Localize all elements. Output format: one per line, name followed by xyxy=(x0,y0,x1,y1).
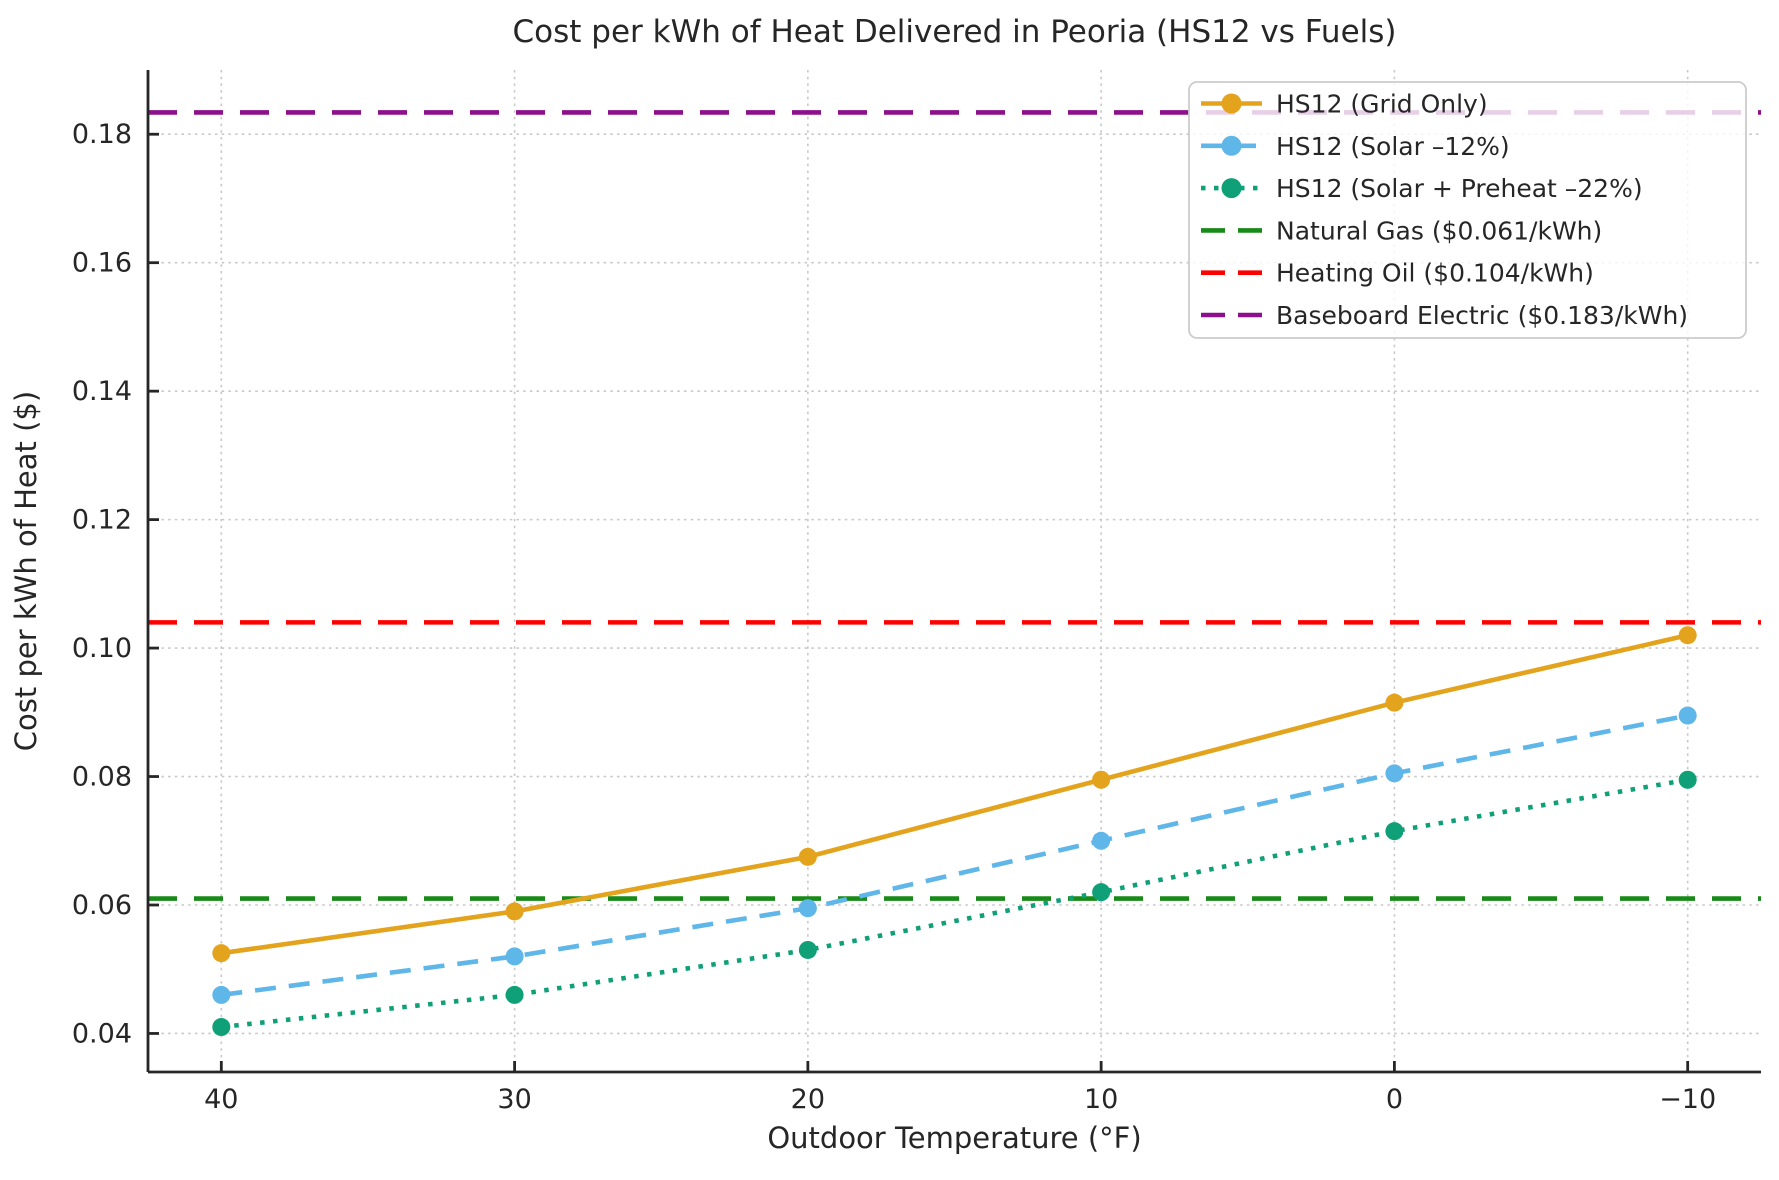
series-markers-hs12-solar-preheat-22 xyxy=(212,770,1697,1037)
x-tick-label: 0 xyxy=(1386,1084,1403,1115)
data-point-marker xyxy=(1678,626,1697,645)
series-line-hs12-grid-only xyxy=(220,632,1689,956)
data-point-marker xyxy=(1385,764,1404,783)
data-point-marker xyxy=(505,902,524,921)
y-tick-label: 0.04 xyxy=(72,1018,132,1049)
axis-ticks xyxy=(148,132,1690,1072)
series-line-hs12-solar-preheat-22 xyxy=(221,777,1689,1030)
x-tick-label: 30 xyxy=(497,1084,531,1115)
data-point-marker xyxy=(1092,831,1111,850)
data-point-marker xyxy=(212,1018,231,1037)
data-point-marker xyxy=(1678,706,1697,725)
y-tick-label: 0.12 xyxy=(72,505,132,536)
data-point-marker xyxy=(212,944,231,963)
data-point-marker xyxy=(1092,883,1111,902)
data-point-marker xyxy=(212,985,231,1004)
y-tick-label: 0.08 xyxy=(72,762,132,793)
x-tick-label: 20 xyxy=(791,1084,825,1115)
legend-label: HS12 (Solar –12%) xyxy=(1276,132,1510,161)
x-axis-label: Outdoor Temperature (°F) xyxy=(767,1121,1141,1155)
y-tick-label: 0.14 xyxy=(72,376,132,407)
y-tick-label: 0.18 xyxy=(72,119,132,150)
legend: HS12 (Grid Only) HS12 (Solar –12%) HS12 (S… xyxy=(1188,81,1747,339)
gridlines xyxy=(148,70,1761,1072)
x-tick-label: 40 xyxy=(204,1084,238,1115)
legend-label: Natural Gas ($0.061/kWh) xyxy=(1276,216,1602,245)
tick-labels: 40 30 20 10 0 −10 0.04 0.06 0.08 0.10 0.12 0.14 0.16… xyxy=(72,119,1716,1115)
legend-marker xyxy=(1221,135,1242,156)
x-tick-label: −10 xyxy=(1659,1084,1716,1115)
data-point-marker xyxy=(798,847,817,866)
data-point-marker xyxy=(1678,770,1697,789)
legend-label: HS12 (Grid Only) xyxy=(1276,90,1488,119)
legend-label: Heating Oil ($0.104/kWh) xyxy=(1276,259,1594,288)
legend-box xyxy=(1188,81,1747,339)
data-point-marker xyxy=(1092,770,1111,789)
y-axis-label: Cost per kWh of Heat ($) xyxy=(9,391,43,751)
data-point-marker xyxy=(1385,693,1404,712)
legend-label: Baseboard Electric ($0.183/kWh) xyxy=(1276,301,1688,330)
data-point-marker xyxy=(505,947,524,966)
data-point-marker xyxy=(798,899,817,918)
series-markers-hs12-grid-only xyxy=(212,626,1697,963)
data-point-marker xyxy=(798,940,817,959)
x-tick-label: 10 xyxy=(1084,1084,1118,1115)
y-tick-label: 0.06 xyxy=(72,890,132,921)
legend-marker xyxy=(1221,178,1242,199)
series-markers-hs12-solar-12 xyxy=(212,706,1697,1004)
series-line-hs12-solar-12 xyxy=(221,713,1689,998)
data-point-marker xyxy=(1385,822,1404,841)
legend-marker xyxy=(1221,93,1242,114)
y-tick-label: 0.10 xyxy=(72,633,132,664)
chart-title: Cost per kWh of Heat Delivered in Peoria… xyxy=(513,14,1397,50)
data-point-marker xyxy=(505,985,524,1004)
legend-label: HS12 (Solar + Preheat –22%) xyxy=(1276,174,1643,203)
y-tick-label: 0.16 xyxy=(72,248,132,279)
